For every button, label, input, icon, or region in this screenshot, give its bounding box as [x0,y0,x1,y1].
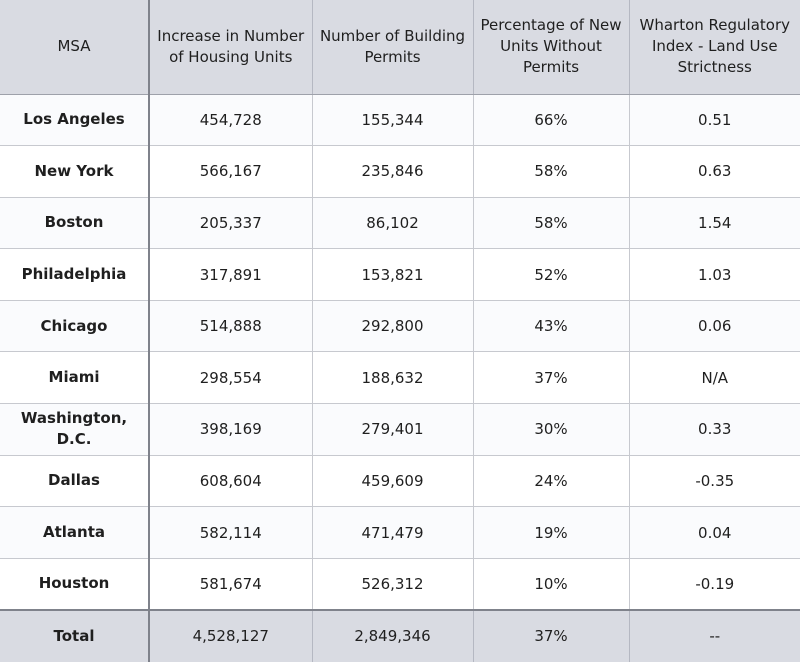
building-permits-cell: 459,609 [312,455,474,508]
msa-cell: Boston [0,197,150,250]
header-increase-housing-units: Increase in Number of Housing Units [149,0,313,95]
wharton-index-cell: 0.51 [629,94,800,147]
increase-housing-units-cell: 298,554 [149,351,313,405]
increase-housing-units-cell: 608,604 [149,455,313,508]
building-permits-cell: 235,846 [312,145,474,198]
building-permits-cell: 153,821 [312,248,474,301]
header-msa: MSA [0,0,150,95]
pct-without-permits-cell: 37% [473,351,630,405]
building-permits-cell: 292,800 [312,300,474,353]
building-permits-cell: 86,102 [312,197,474,250]
pct-without-permits-cell: 66% [473,94,630,147]
wharton-index-cell: 0.63 [629,145,800,198]
increase-housing-units-cell: 317,891 [149,248,313,301]
wharton-index-cell: N/A [629,351,800,405]
table-row: Miami 298,554 188,632 37% N/A [0,351,800,405]
table-row: Boston 205,337 86,102 58% 1.54 [0,197,800,250]
header-wharton-index: Wharton Regulatory Index - Land Use Stri… [629,0,800,95]
msa-cell: Chicago [0,300,150,353]
table-row: Los Angeles 454,728 155,344 66% 0.51 [0,94,800,147]
msa-cell: Washington, D.C. [0,403,150,456]
building-permits-cell: 279,401 [312,403,474,456]
wharton-index-cell: 1.54 [629,197,800,250]
wharton-index-cell: 1.03 [629,248,800,301]
total-label: Total [0,608,150,662]
wharton-index-cell: -0.35 [629,455,800,508]
msa-cell: Houston [0,558,150,611]
increase-housing-units-cell: 205,337 [149,197,313,250]
msa-cell: Philadelphia [0,248,150,301]
table-row: Chicago 514,888 292,800 43% 0.06 [0,300,800,353]
header-pct-without-permits: Percentage of New Units Without Permits [473,0,630,95]
building-permits-cell: 526,312 [312,558,474,611]
total-wharton-index: -- [629,608,800,662]
table-footer: Total 4,528,127 2,849,346 37% -- [0,608,800,662]
increase-housing-units-cell: 514,888 [149,300,313,353]
total-increase-housing-units: 4,528,127 [149,608,313,662]
header-building-permits: Number of Building Permits [312,0,474,95]
total-pct-without-permits: 37% [473,608,630,662]
wharton-index-cell: 0.06 [629,300,800,353]
increase-housing-units-cell: 582,114 [149,506,313,559]
pct-without-permits-cell: 52% [473,248,630,301]
building-permits-cell: 155,344 [312,94,474,147]
wharton-index-cell: 0.04 [629,506,800,559]
pct-without-permits-cell: 24% [473,455,630,508]
header-row: MSA Increase in Number of Housing Units … [0,0,800,95]
table-row: Washington, D.C. 398,169 279,401 30% 0.33 [0,403,800,456]
pct-without-permits-cell: 58% [473,197,630,250]
table-header: MSA Increase in Number of Housing Units … [0,0,800,95]
table-body: Los Angeles 454,728 155,344 66% 0.51 New York… [0,94,800,611]
msa-cell: Dallas [0,455,150,508]
msa-cell: Miami [0,351,150,405]
msa-cell: New York [0,145,150,198]
increase-housing-units-cell: 581,674 [149,558,313,611]
building-permits-cell: 188,632 [312,351,474,405]
pct-without-permits-cell: 30% [473,403,630,456]
table-row: Atlanta 582,114 471,479 19% 0.04 [0,506,800,559]
total-building-permits: 2,849,346 [312,608,474,662]
increase-housing-units-cell: 454,728 [149,94,313,147]
table-row: Philadelphia 317,891 153,821 52% 1.03 [0,248,800,301]
increase-housing-units-cell: 566,167 [149,145,313,198]
increase-housing-units-cell: 398,169 [149,403,313,456]
table-row: Dallas 608,604 459,609 24% -0.35 [0,455,800,508]
table-row: Houston 581,674 526,312 10% -0.19 [0,558,800,611]
msa-cell: Atlanta [0,506,150,559]
table-row: New York 566,167 235,846 58% 0.63 [0,145,800,198]
wharton-index-cell: -0.19 [629,558,800,611]
pct-without-permits-cell: 10% [473,558,630,611]
pct-without-permits-cell: 58% [473,145,630,198]
building-permits-cell: 471,479 [312,506,474,559]
pct-without-permits-cell: 19% [473,506,630,559]
msa-cell: Los Angeles [0,94,150,147]
wharton-index-cell: 0.33 [629,403,800,456]
total-row: Total 4,528,127 2,849,346 37% -- [0,608,800,662]
pct-without-permits-cell: 43% [473,300,630,353]
